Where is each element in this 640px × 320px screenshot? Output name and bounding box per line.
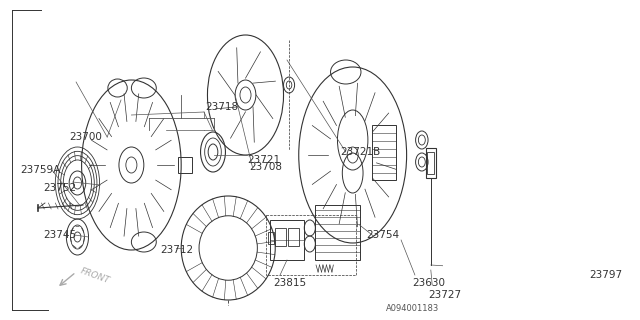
Text: 23754: 23754 (367, 230, 399, 240)
Text: 23745: 23745 (44, 230, 77, 240)
Bar (268, 232, 274, 244)
Bar (426, 148, 436, 178)
Bar (372, 125, 396, 180)
Text: 23752: 23752 (44, 183, 77, 193)
Text: 23708: 23708 (249, 162, 282, 172)
Bar (178, 157, 191, 173)
Text: 23721: 23721 (248, 155, 281, 165)
Text: 23630: 23630 (412, 278, 445, 288)
Bar (275, 228, 286, 246)
Text: 23727: 23727 (429, 290, 462, 300)
Bar (266, 215, 356, 275)
Bar (287, 228, 299, 246)
Bar (269, 220, 304, 260)
Text: 23712: 23712 (161, 245, 193, 255)
Text: 23721B: 23721B (340, 147, 380, 157)
Text: 23815: 23815 (273, 278, 307, 288)
Text: 23759A: 23759A (20, 165, 61, 175)
Text: FRONT: FRONT (79, 267, 111, 285)
Text: 23700: 23700 (69, 132, 102, 142)
Bar (428, 152, 435, 174)
Text: 23797: 23797 (589, 270, 622, 280)
Bar (315, 205, 360, 260)
Text: 23718: 23718 (205, 102, 239, 112)
Text: A094001183: A094001183 (386, 304, 439, 313)
